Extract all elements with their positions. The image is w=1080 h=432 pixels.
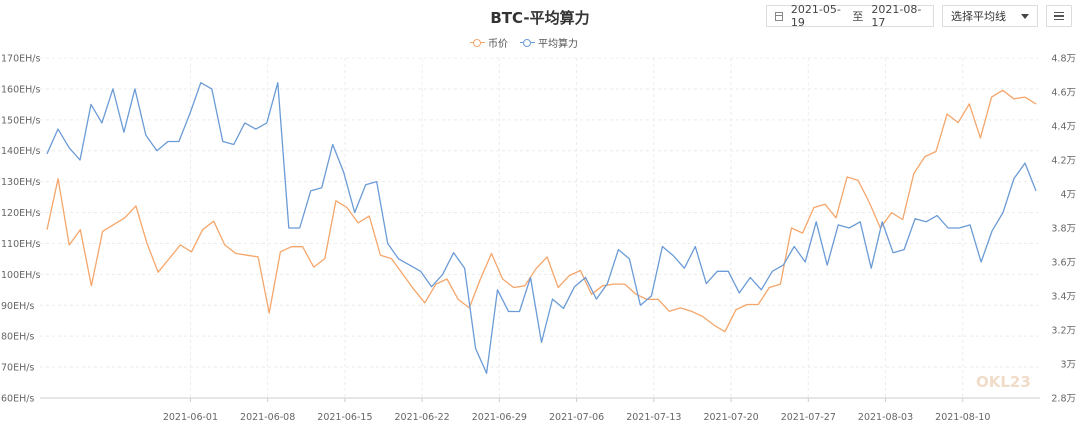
date-separator: 至 [852, 10, 864, 23]
series-line-price[interactable] [46, 89, 1037, 333]
x-tick-label: 2021-07-27 [781, 412, 836, 423]
menu-icon-bar [1054, 15, 1064, 17]
date-start: 2021-05-19 [790, 3, 841, 29]
y-axis-left: 60EH/s 70EH/s 80EH/s 90EH/s 100EH/s 110EH/s 12… [1, 54, 40, 405]
y-left-tick-label: 110EH/s [1, 239, 40, 250]
y-left-tick-label: 90EH/s [1, 301, 34, 312]
legend-marker-hashrate [520, 38, 535, 48]
y-left-tick-label: 170EH/s [1, 54, 40, 65]
x-tick-label: 2021-07-13 [626, 412, 681, 423]
menu-icon-bar [1054, 11, 1064, 14]
y-axis-right: 2.8万 3万 3.2万 3.4万 3.6万 3.8万 4万 4.2万 4.4万 4.6万 4.8万 [1051, 54, 1076, 405]
x-tick-label: 2021-07-06 [549, 412, 604, 423]
legend: 币价 平均算力 [470, 35, 578, 50]
y-left-tick-label: 130EH/s [1, 177, 40, 188]
y-left-tick-label: 120EH/s [1, 208, 40, 219]
y-right-tick-label: 3.8万 [1051, 224, 1076, 235]
series-line-hashrate[interactable] [46, 82, 1037, 374]
legend-item-hashrate[interactable]: 平均算力 [520, 35, 578, 50]
watermark-logo: OKL23 [976, 373, 1031, 391]
legend-marker-price [470, 38, 485, 48]
y-right-tick-label: 3.6万 [1051, 258, 1076, 269]
date-end: 2021-08-17 [871, 3, 922, 29]
y-right-tick-label: 4.2万 [1051, 156, 1076, 167]
toolbar: 2021-05-19 至 2021-08-17 选择平均线 [766, 3, 1072, 29]
y-left-tick-label: 80EH/s [1, 332, 34, 343]
x-tick-label: 2021-08-03 [858, 412, 913, 423]
y-right-tick-label: 3.2万 [1051, 326, 1076, 337]
y-left-tick-label: 70EH/s [1, 363, 34, 374]
y-right-tick-label: 4.4万 [1051, 122, 1076, 133]
x-axis: 2021-06-01 2021-06-08 2021-06-15 2021-06-22… [40, 397, 1040, 423]
series-lines [46, 82, 1037, 374]
x-tick-label: 2021-06-15 [317, 412, 372, 423]
menu-button[interactable] [1046, 5, 1072, 27]
legend-label-hashrate: 平均算力 [538, 39, 578, 50]
x-tick-label: 2021-06-22 [395, 412, 450, 423]
chart-title: BTC-平均算力 [490, 9, 590, 27]
x-tick-label: 2021-06-01 [163, 412, 218, 423]
date-range-picker[interactable]: 2021-05-19 至 2021-08-17 [766, 3, 934, 29]
calendar-icon [775, 11, 783, 21]
x-tick-label: 2021-08-10 [935, 412, 990, 423]
x-tick-label: 2021-06-29 [472, 412, 527, 423]
chevron-down-icon [1021, 13, 1029, 19]
y-left-tick-label: 100EH/s [1, 270, 40, 281]
y-right-tick-label: 3.4万 [1051, 292, 1076, 303]
y-right-tick-label: 4.8万 [1051, 54, 1076, 65]
menu-icon-bar [1054, 18, 1064, 21]
select-label: 选择平均线 [951, 10, 1006, 23]
y-right-tick-label: 3万 [1060, 360, 1076, 371]
moving-average-select[interactable]: 选择平均线 [942, 5, 1038, 27]
y-right-tick-label: 4万 [1060, 190, 1076, 201]
y-right-tick-label: 2.8万 [1051, 394, 1076, 405]
grid-lines [40, 57, 1040, 399]
legend-item-price[interactable]: 币价 [470, 35, 508, 50]
x-tick-label: 2021-07-20 [703, 412, 758, 423]
y-right-tick-label: 4.6万 [1051, 88, 1076, 99]
y-left-tick-label: 140EH/s [1, 146, 40, 157]
legend-label-price: 币价 [488, 39, 508, 50]
y-left-tick-label: 160EH/s [1, 84, 40, 95]
y-left-tick-label: 60EH/s [1, 394, 34, 405]
x-tick-label: 2021-06-08 [240, 412, 295, 423]
y-left-tick-label: 150EH/s [1, 115, 40, 126]
